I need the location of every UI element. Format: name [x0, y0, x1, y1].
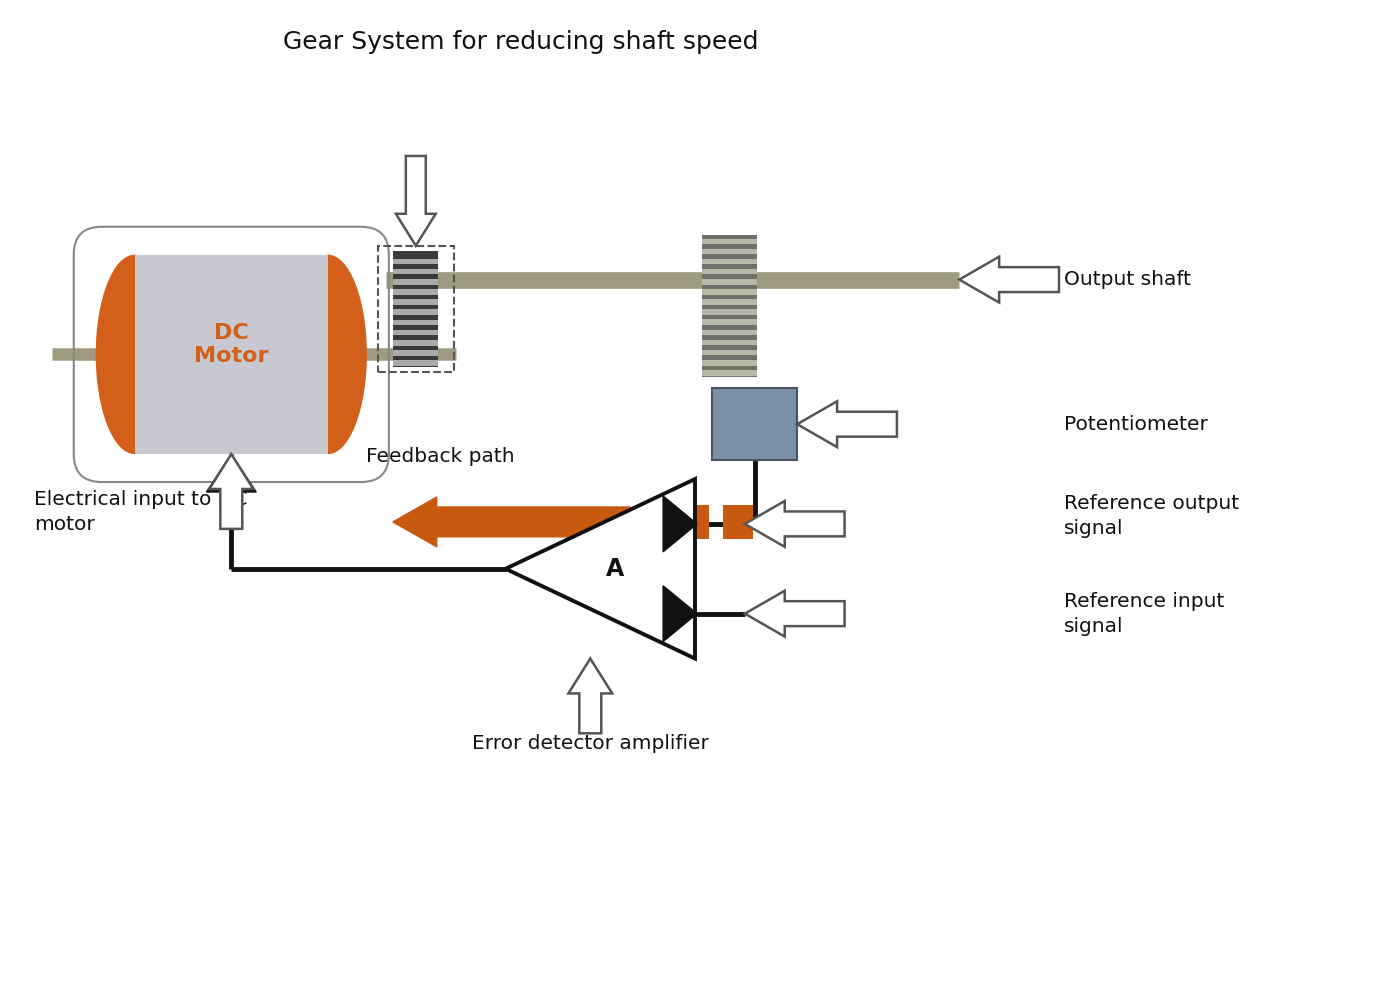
Text: Feedback path: Feedback path — [366, 447, 515, 465]
Text: Reference output
signal: Reference output signal — [1065, 494, 1239, 538]
Bar — [702, 259, 758, 265]
Bar — [393, 279, 439, 284]
Bar — [393, 320, 439, 326]
Text: A: A — [607, 557, 625, 581]
FancyArrow shape — [393, 497, 630, 547]
Polygon shape — [745, 590, 844, 637]
Polygon shape — [663, 496, 697, 552]
Text: Electrical input to DC
motor: Electrical input to DC motor — [33, 490, 247, 534]
Text: Gear System for reducing shaft speed: Gear System for reducing shaft speed — [283, 31, 758, 54]
Bar — [393, 251, 439, 367]
Text: DC
Motor: DC Motor — [194, 323, 268, 366]
Bar — [393, 310, 439, 315]
Bar — [393, 339, 439, 345]
Bar — [135, 255, 328, 454]
Bar — [393, 350, 439, 355]
Bar — [393, 330, 439, 336]
Ellipse shape — [96, 255, 174, 454]
Bar — [702, 309, 758, 315]
Text: Potentiometer: Potentiometer — [1065, 414, 1208, 434]
Polygon shape — [663, 585, 697, 642]
Polygon shape — [505, 479, 695, 658]
Bar — [378, 246, 454, 372]
Bar — [702, 279, 758, 284]
Bar — [702, 370, 758, 376]
Bar — [702, 299, 758, 305]
Polygon shape — [745, 501, 844, 547]
Bar — [702, 339, 758, 345]
Polygon shape — [797, 401, 897, 447]
Ellipse shape — [289, 255, 366, 454]
Polygon shape — [568, 658, 612, 733]
Bar — [636, 505, 665, 539]
Polygon shape — [959, 257, 1059, 302]
Bar — [679, 505, 709, 539]
Bar — [393, 299, 439, 305]
Text: Output shaft: Output shaft — [1065, 270, 1191, 289]
Bar — [135, 255, 328, 454]
Bar — [393, 289, 439, 295]
Bar — [702, 269, 758, 275]
Bar — [702, 289, 758, 294]
Bar — [702, 330, 758, 336]
Bar — [712, 389, 797, 461]
Bar — [723, 505, 752, 539]
Bar — [393, 259, 439, 265]
Bar — [702, 350, 758, 355]
Bar — [393, 360, 439, 366]
Text: Reference input
signal: Reference input signal — [1065, 591, 1224, 636]
Text: Error detector amplifier: Error detector amplifier — [472, 734, 709, 753]
Bar — [702, 360, 758, 365]
Bar — [702, 320, 758, 325]
Polygon shape — [207, 454, 257, 492]
Bar — [702, 235, 758, 377]
Bar — [702, 249, 758, 254]
Polygon shape — [210, 454, 253, 528]
Bar — [702, 238, 758, 244]
Polygon shape — [396, 155, 436, 246]
Bar — [393, 269, 439, 275]
